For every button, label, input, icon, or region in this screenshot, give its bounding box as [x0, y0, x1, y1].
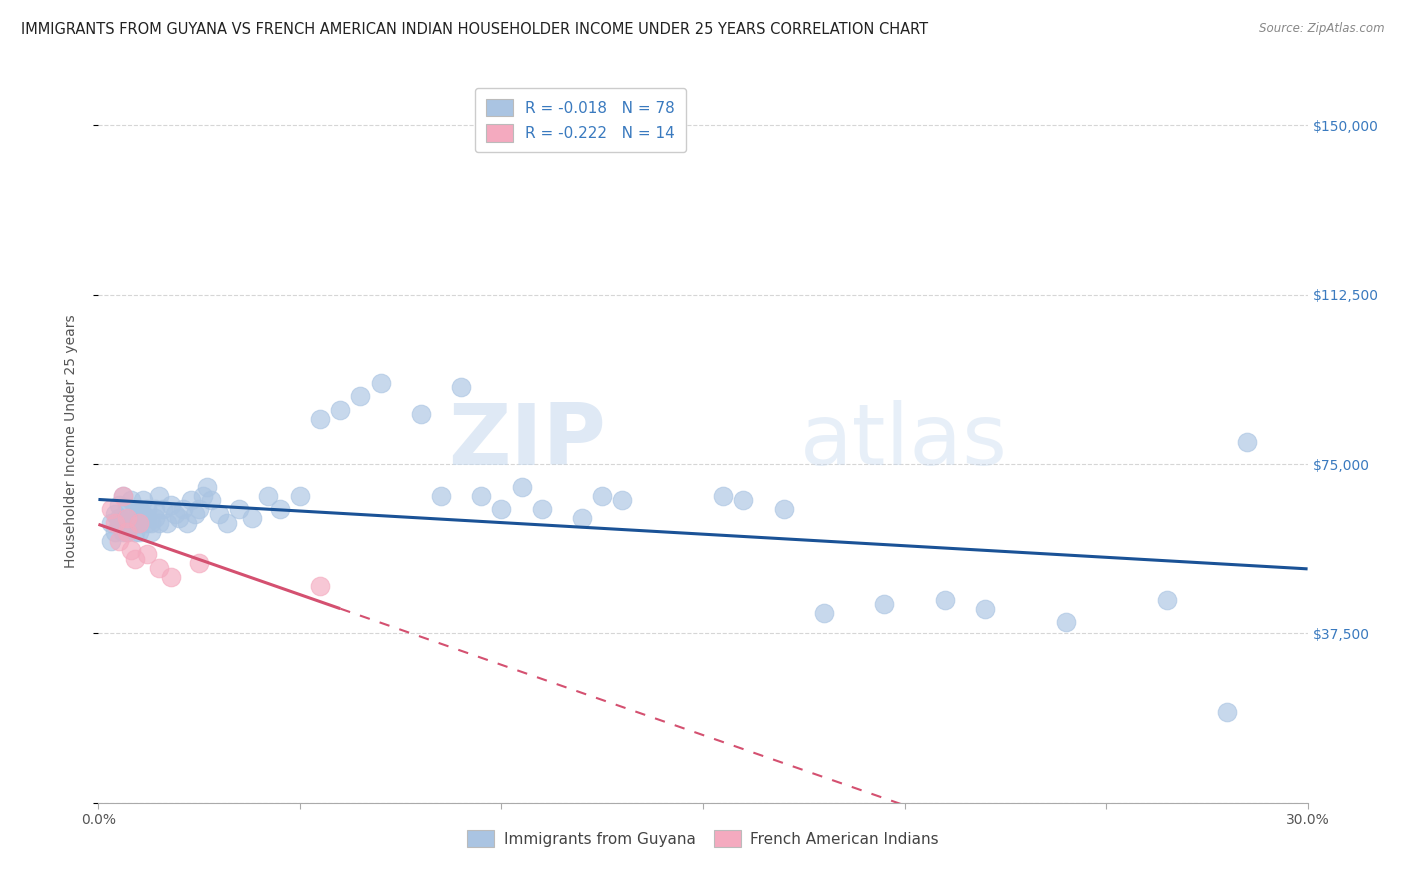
Point [470, 489, 492, 503]
Point [124, 552, 146, 566]
Point [135, 516, 157, 530]
Point [139, 524, 162, 539]
Point [349, 389, 371, 403]
Point [208, 507, 231, 521]
Point [100, 533, 122, 548]
Point [733, 493, 755, 508]
Point [152, 502, 174, 516]
Point [128, 524, 150, 539]
Point [100, 502, 122, 516]
Point [100, 516, 122, 530]
Point [148, 561, 170, 575]
Point [180, 493, 202, 508]
Point [1216, 706, 1239, 720]
Point [163, 507, 186, 521]
Point [111, 489, 134, 503]
Point [107, 516, 129, 530]
Text: Source: ZipAtlas.com: Source: ZipAtlas.com [1260, 22, 1385, 36]
Point [115, 511, 138, 525]
Point [135, 502, 157, 516]
Point [309, 412, 332, 426]
Text: atlas: atlas [800, 400, 1008, 483]
Point [269, 502, 291, 516]
Point [115, 524, 138, 539]
Y-axis label: Householder Income Under 25 years: Householder Income Under 25 years [63, 315, 77, 568]
Point [370, 376, 392, 390]
Point [510, 480, 533, 494]
Point [309, 579, 332, 593]
Point [107, 533, 129, 548]
Point [188, 502, 211, 516]
Point [167, 511, 190, 525]
Point [772, 502, 794, 516]
Point [430, 489, 453, 503]
Point [1054, 615, 1077, 630]
Point [1236, 434, 1258, 449]
Point [160, 498, 183, 512]
Point [217, 516, 239, 530]
Point [132, 507, 155, 521]
Legend: Immigrants from Guyana, French American Indians: Immigrants from Guyana, French American … [458, 821, 948, 856]
Point [115, 524, 138, 539]
Point [111, 489, 134, 503]
Point [124, 502, 146, 516]
Point [132, 493, 155, 508]
Text: ZIP: ZIP [449, 400, 606, 483]
Point [193, 489, 215, 503]
Point [612, 493, 634, 508]
Point [120, 511, 142, 525]
Point [934, 592, 956, 607]
Point [111, 524, 134, 539]
Point [135, 511, 157, 525]
Point [172, 502, 194, 516]
Point [120, 493, 142, 508]
Point [143, 502, 166, 516]
Point [148, 516, 170, 530]
Point [491, 502, 513, 516]
Point [135, 548, 157, 562]
Point [128, 516, 150, 530]
Point [128, 516, 150, 530]
Point [240, 511, 263, 525]
Point [974, 601, 997, 615]
Point [107, 511, 129, 525]
Point [115, 516, 138, 530]
Point [176, 516, 198, 530]
Point [530, 502, 553, 516]
Point [450, 380, 472, 394]
Point [409, 408, 432, 422]
Point [120, 542, 142, 557]
Point [184, 507, 207, 521]
Point [115, 502, 138, 516]
Point [188, 557, 211, 571]
Point [139, 516, 162, 530]
Point [103, 516, 125, 530]
Point [813, 606, 835, 620]
Point [711, 489, 734, 503]
Point [143, 511, 166, 525]
Point [103, 524, 125, 539]
Point [288, 489, 311, 503]
Point [120, 516, 142, 530]
Point [195, 480, 218, 494]
Point [160, 570, 183, 584]
Point [873, 597, 896, 611]
Point [1156, 592, 1178, 607]
Point [228, 502, 250, 516]
Point [591, 489, 613, 503]
Point [103, 507, 125, 521]
Point [111, 516, 134, 530]
Point [571, 511, 593, 525]
Point [256, 489, 278, 503]
Point [148, 489, 170, 503]
Point [107, 498, 129, 512]
Point [128, 502, 150, 516]
Point [156, 516, 179, 530]
Point [329, 403, 352, 417]
Point [124, 524, 146, 539]
Text: IMMIGRANTS FROM GUYANA VS FRENCH AMERICAN INDIAN HOUSEHOLDER INCOME UNDER 25 YEA: IMMIGRANTS FROM GUYANA VS FRENCH AMERICA… [21, 22, 928, 37]
Point [200, 493, 222, 508]
Point [128, 511, 150, 525]
